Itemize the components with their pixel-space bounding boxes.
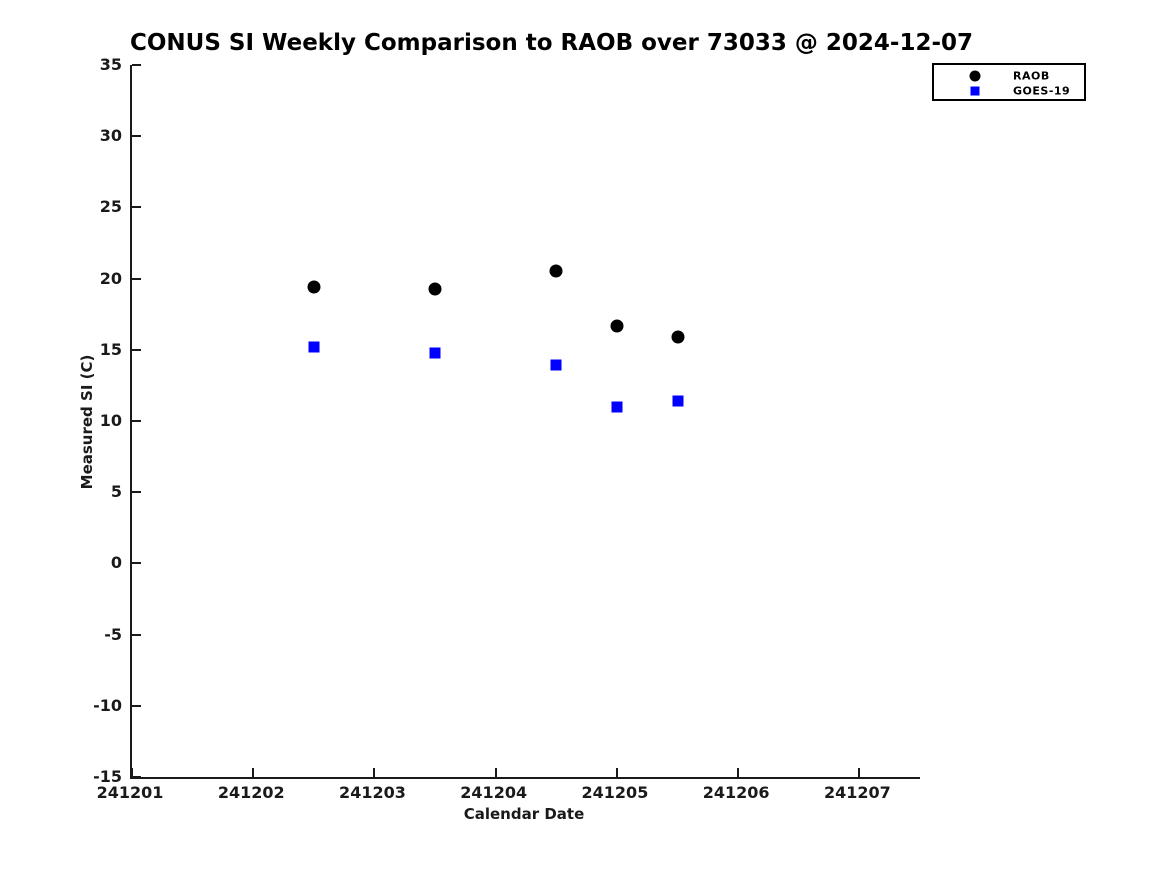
plot-area (130, 64, 920, 779)
data-point-goes-19 (611, 401, 623, 413)
data-point-goes-19 (308, 341, 320, 353)
data-point-raob (549, 264, 563, 278)
y-tick-mark (132, 64, 141, 66)
x-tick-mark (373, 768, 376, 777)
y-tick-label: 15 (99, 339, 122, 359)
chart-title: CONUS SI Weekly Comparison to RAOB over … (130, 30, 974, 56)
data-point-raob (428, 282, 442, 296)
y-tick-label: 5 (110, 482, 122, 502)
y-tick-mark (132, 633, 141, 636)
y-tick-mark (132, 562, 141, 565)
x-tick-label: 241207 (823, 783, 891, 802)
y-tick-label: -5 (104, 624, 122, 644)
data-point-goes-19 (550, 359, 562, 371)
x-tick-mark (494, 768, 497, 777)
x-tick-label: 241201 (96, 783, 164, 802)
legend-label-goes19: GOES-19 (1013, 84, 1071, 97)
data-point-raob (671, 330, 685, 344)
x-tick-mark (858, 768, 861, 777)
x-tick-label: 241202 (217, 783, 285, 802)
y-tick-label: -10 (93, 695, 122, 715)
y-tick-label: -15 (93, 767, 122, 786)
y-tick-label: 20 (99, 268, 122, 288)
legend-label-raob: RAOB (1013, 69, 1050, 82)
y-tick-mark (132, 420, 141, 422)
x-tick-label: 241204 (460, 783, 528, 802)
x-tick-mark (252, 768, 255, 777)
x-tick-label: 241205 (581, 783, 649, 802)
x-tick-mark (131, 768, 133, 777)
data-point-goes-19 (429, 347, 441, 359)
y-tick-mark (132, 348, 141, 351)
y-tick-label: 10 (99, 411, 122, 430)
y-tick-mark (132, 776, 141, 778)
y-tick-mark (132, 206, 141, 209)
data-point-raob (307, 280, 321, 294)
goes19-square-marker-icon (970, 86, 980, 95)
raob-circle-marker-icon (969, 70, 981, 81)
y-tick-mark (132, 135, 141, 138)
legend: RAOB GOES-19 (932, 63, 1086, 101)
x-tick-mark (615, 768, 618, 777)
y-tick-label: 0 (110, 553, 122, 573)
y-tick-label: 25 (99, 197, 122, 217)
data-point-raob (610, 319, 624, 333)
y-tick-mark (132, 277, 141, 280)
legend-entry-goes19: GOES-19 (934, 82, 1084, 99)
x-tick-label: 241206 (702, 783, 770, 802)
data-point-goes-19 (672, 395, 684, 407)
y-tick-label: 30 (99, 126, 122, 146)
x-tick-label: 241203 (339, 783, 406, 802)
y-tick-mark (132, 491, 141, 494)
y-tick-label: 35 (99, 55, 122, 74)
x-axis-label: Calendar Date (463, 805, 585, 823)
legend-entry-raob: RAOB (934, 67, 1084, 84)
x-tick-mark (737, 768, 740, 777)
y-tick-mark (132, 704, 141, 707)
